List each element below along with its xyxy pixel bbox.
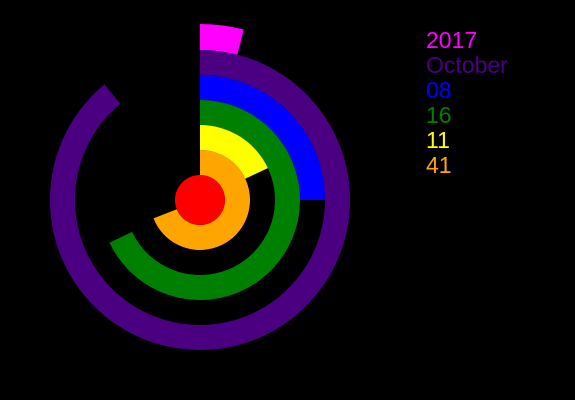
hour-readout: 16 (426, 102, 452, 128)
day-ring-arc (200, 75, 325, 200)
time-readout-list: 2017 October 08 16 11 41 (426, 28, 508, 178)
year-readout: 2017 (426, 27, 478, 53)
polar-clock-rings (49, 24, 351, 350)
minute-ring-arc (200, 125, 268, 179)
year-ring-arc (200, 24, 244, 55)
month-readout: October (426, 52, 508, 78)
second-readout: 41 (426, 152, 452, 178)
second-ring-arc (153, 150, 250, 250)
day-readout: 08 (426, 77, 452, 103)
center-dot (175, 175, 225, 225)
minute-readout: 11 (426, 127, 450, 153)
